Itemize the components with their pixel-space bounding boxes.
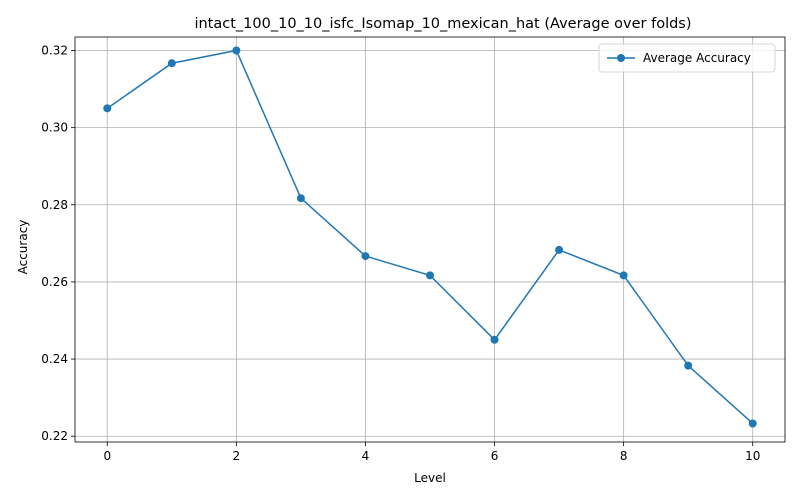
x-tick-label: 10	[745, 449, 760, 463]
data-point	[555, 245, 564, 254]
data-point	[748, 419, 757, 428]
y-tick-label: 0.32	[41, 44, 68, 58]
data-point	[232, 46, 241, 55]
y-tick-label: 0.26	[41, 275, 68, 289]
data-point	[684, 361, 693, 370]
x-tick-label: 4	[362, 449, 370, 463]
legend-label: Average Accuracy	[643, 51, 751, 65]
axes: 0 2 4 6 8 10 0.22 0.24 0.26 0.28 0.30 0.32	[41, 36, 786, 463]
y-axis-label: Accuracy	[16, 220, 30, 275]
x-tick-label: 2	[233, 449, 241, 463]
data-point	[167, 59, 176, 68]
series-layer	[103, 46, 757, 428]
legend-box	[598, 43, 776, 73]
data-point	[296, 194, 305, 203]
series-line	[106, 49, 754, 425]
chart-title: intact_100_10_10_isfc_Isomap_10_mexican_…	[194, 16, 691, 32]
y-tick-label: 0.30	[41, 121, 68, 135]
data-point	[619, 271, 628, 280]
data-point	[426, 271, 434, 280]
legend-swatch-marker	[617, 54, 625, 62]
data-point	[361, 252, 370, 261]
data-point	[103, 104, 112, 113]
y-tick-label: 0.22	[41, 429, 68, 443]
grid-lines	[75, 37, 785, 442]
y-tick-label: 0.24	[41, 352, 68, 366]
x-axis-label: Level	[414, 471, 446, 485]
legend: Average Accuracy	[598, 43, 776, 73]
x-tick-label: 0	[103, 449, 111, 463]
y-tick-label: 0.28	[41, 198, 68, 212]
x-tick-label: 8	[620, 449, 628, 463]
data-point	[490, 335, 499, 344]
x-tick-label: 6	[491, 449, 499, 463]
plot-frame	[74, 36, 786, 443]
